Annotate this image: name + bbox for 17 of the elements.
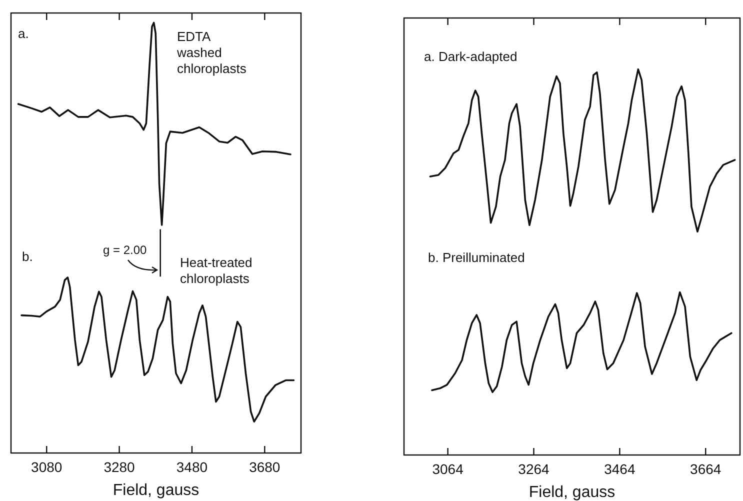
x-tick-label: 3664 <box>690 461 722 477</box>
annotation: Heat-treated chloroplasts <box>180 255 252 286</box>
x-axis-title: Field, gauss <box>528 484 616 501</box>
annotation: EDTA washed chloroplasts <box>176 29 247 76</box>
x-tick-label: 3680 <box>249 459 280 475</box>
x-tick-label: 3064 <box>432 461 464 477</box>
x-axis-title: Field, gauss <box>112 482 200 499</box>
annotation: a. <box>18 26 29 41</box>
x-tick-label: 3480 <box>176 459 208 475</box>
x-tick-label: 3280 <box>104 459 136 475</box>
x-tick-label: 3264 <box>518 461 550 477</box>
annotation: b. <box>22 249 33 264</box>
annotation: b. Preilluminated <box>428 250 525 265</box>
x-tick-label: 3080 <box>31 459 62 475</box>
text: a. Dark-adapted <box>424 49 518 64</box>
x-tick-label: 3464 <box>604 461 636 477</box>
annotation: g = 2.00 <box>103 243 148 257</box>
